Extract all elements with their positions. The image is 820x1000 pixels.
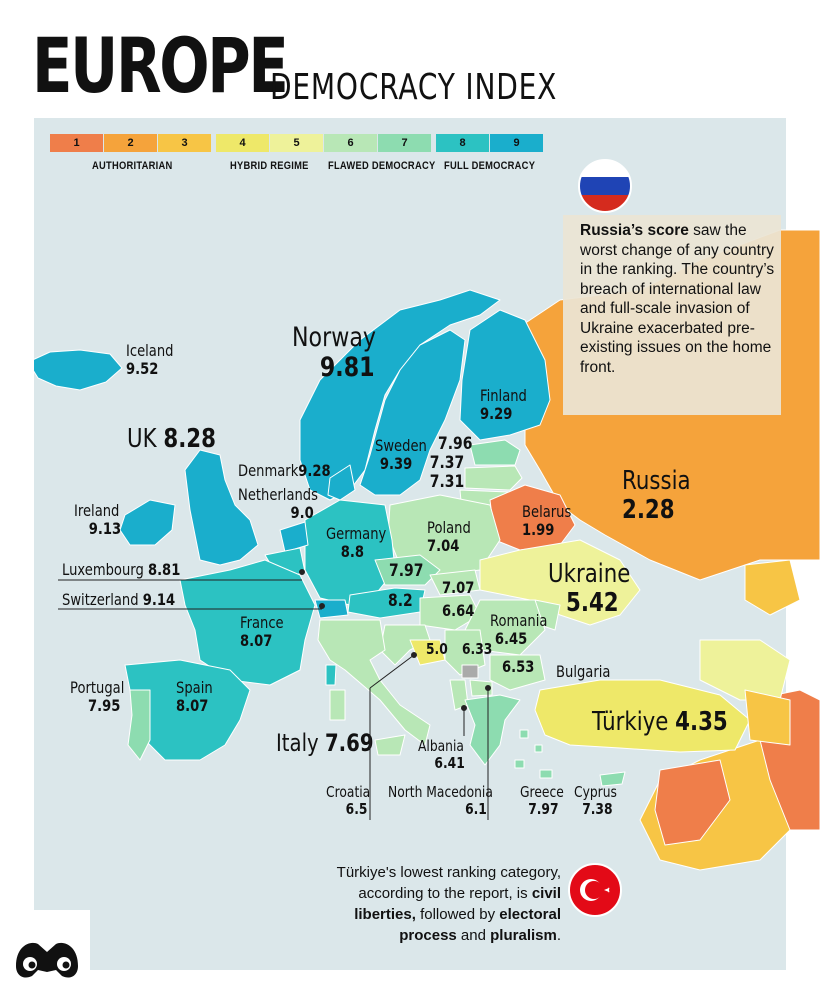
label-iceland: Iceland 9.52	[126, 341, 174, 378]
country-turkiye-east	[744, 689, 791, 746]
country-north-macedonia	[469, 679, 493, 697]
legend-category-hybrid: HYBRID REGIME	[230, 160, 309, 172]
country-bulgaria	[489, 654, 546, 691]
label-luxembourg: Luxembourg 8.81	[62, 560, 181, 579]
label-romania: Romania 6.45	[490, 611, 548, 648]
country-netherlands	[279, 521, 309, 553]
country-ireland	[119, 499, 176, 546]
legend-swatch-6: 6	[324, 134, 377, 152]
label-austria: 8.2	[388, 591, 413, 611]
country-turkiye	[534, 679, 751, 753]
legend-swatch-9: 9	[490, 134, 543, 152]
label-switzerland: Switzerland 9.14	[62, 590, 176, 609]
label-russia: Russia 2.28	[622, 466, 691, 526]
page-subtitle: DEMOCRACY INDEX	[270, 67, 558, 108]
country-portugal	[127, 689, 151, 761]
country-uk	[184, 449, 259, 566]
country-sicily	[374, 734, 406, 756]
label-ireland: Ireland 9.13	[74, 501, 122, 538]
country-cyprus	[599, 771, 626, 787]
country-caucasus	[744, 559, 801, 616]
label-portugal: Portugal 7.95	[70, 678, 125, 715]
country-sweden	[359, 329, 466, 496]
label-turkiye: Türkiye 4.35	[592, 707, 728, 737]
country-estonia	[469, 439, 521, 466]
legend-swatch-8: 8	[436, 134, 489, 152]
label-italy: Italy 7.69	[276, 729, 374, 757]
label-hungary: 6.64	[442, 601, 475, 620]
legend-swatch-5: 5	[270, 134, 323, 152]
country-albania	[449, 679, 469, 711]
country-latvia	[464, 465, 523, 491]
label-greece: Greece 7.97	[520, 783, 564, 818]
turkiye-flag-icon	[568, 863, 622, 917]
country-kosovo	[461, 664, 479, 679]
label-norway: Norway 9.81	[292, 322, 376, 384]
legend-swatch-2: 2	[104, 134, 157, 152]
country-syria	[654, 759, 731, 846]
header: EUROPE DEMOCRACY INDEX	[0, 0, 820, 118]
label-bosnia: 5.0	[426, 640, 448, 658]
russia-note-text: Russia’s score saw the worst change of a…	[580, 222, 775, 376]
label-czechia: 7.97	[389, 561, 424, 581]
label-france: France 8.07	[240, 613, 284, 650]
label-albania: Albania 6.41	[418, 737, 465, 772]
turkiye-note-text: Türkiye's lowest ranking category, accor…	[336, 864, 561, 944]
label-bulgaria-name: Bulgaria	[556, 662, 611, 681]
legend-swatch-3: 3	[158, 134, 211, 152]
legend-category-flawed: FLAWED DEMOCRACY	[328, 160, 436, 172]
label-spain: Spain 8.07	[176, 678, 213, 715]
russia-note-box	[563, 215, 781, 415]
label-north-macedonia: North Macedonia 6.1	[388, 783, 493, 818]
label-germany: Germany 8.8	[326, 524, 387, 561]
label-uk: UK 8.28	[127, 424, 216, 454]
label-netherlands: Netherlands 9.0	[238, 485, 318, 522]
country-denmark	[327, 464, 356, 501]
label-slovakia: 7.07	[442, 578, 475, 597]
country-sardinia	[329, 689, 346, 721]
legend-swatch-1: 1	[50, 134, 103, 152]
label-poland: Poland 7.04	[427, 518, 471, 555]
label-baltic-scores: 7.96 7.37 7.31	[429, 434, 473, 493]
country-iceland	[34, 349, 123, 391]
country-finland	[459, 309, 551, 441]
country-hungary	[419, 594, 481, 631]
country-ukraine	[479, 539, 641, 626]
russia-flag-icon	[578, 159, 632, 213]
legend-category-authoritarian: AUTHORITARIAN	[92, 160, 173, 172]
label-finland: Finland 9.29	[480, 386, 527, 423]
logo-box	[0, 910, 90, 1000]
label-denmark: Denmark9.28	[238, 461, 331, 480]
label-croatia: Croatia 6.5	[326, 783, 371, 818]
country-corsica	[325, 664, 337, 686]
label-sweden: Sweden 9.39	[375, 436, 427, 473]
label-ukraine: Ukraine 5.42	[548, 559, 631, 619]
binoculars-logo-icon	[16, 942, 78, 978]
country-france	[179, 559, 316, 686]
legend-category-full: FULL DEMOCRACY	[444, 160, 536, 172]
country-greece	[464, 694, 521, 766]
legend-swatch-4: 4	[216, 134, 269, 152]
label-belarus: Belarus 1.99	[522, 502, 572, 539]
aegean-islands	[514, 729, 553, 779]
label-bulgaria-score: 6.53	[502, 657, 535, 676]
page-title: EUROPE	[32, 21, 289, 110]
legend-swatch-7: 7	[378, 134, 431, 152]
label-serbia: 6.33	[462, 640, 493, 658]
label-cyprus: Cyprus 7.38	[574, 783, 617, 818]
country-switzerland	[314, 599, 349, 619]
